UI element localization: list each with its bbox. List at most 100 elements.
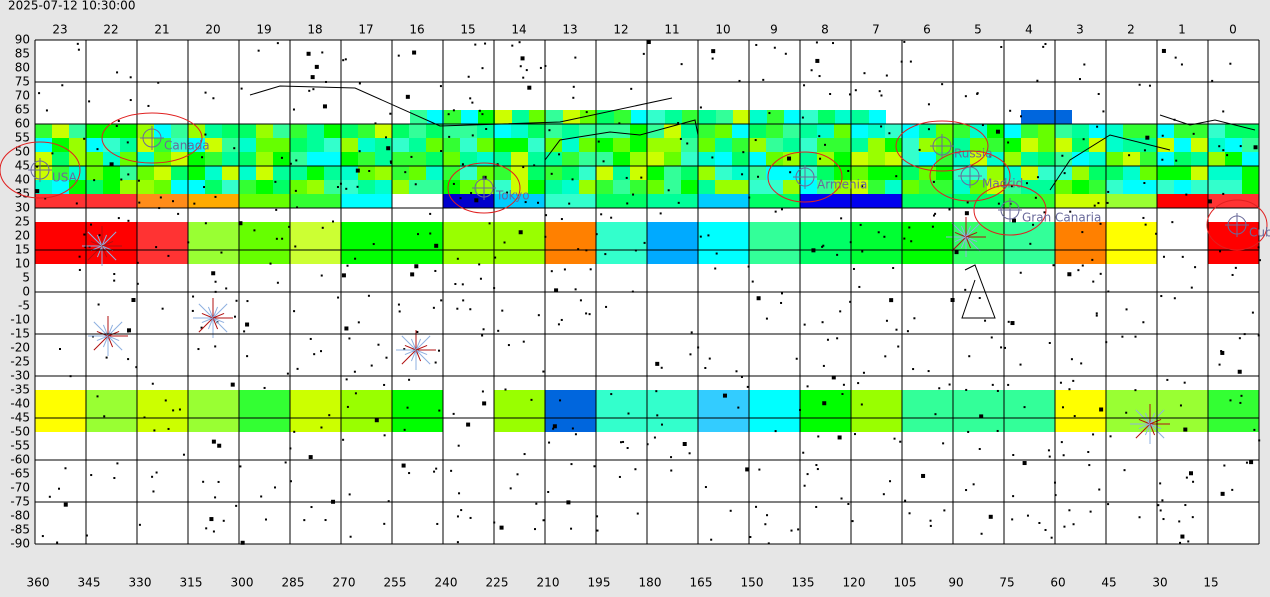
- heat-cell: [188, 124, 205, 138]
- star: [436, 522, 439, 525]
- heat-cell: [477, 138, 494, 152]
- star: [563, 268, 566, 271]
- star: [308, 455, 313, 460]
- star: [738, 79, 741, 82]
- heat-cell: [715, 152, 732, 166]
- heat-cell: [341, 138, 358, 152]
- heat-cell: [902, 194, 953, 208]
- lat-label: -30: [10, 369, 30, 383]
- heat-cell: [1174, 138, 1191, 152]
- heat-cell: [1225, 166, 1242, 180]
- star: [437, 349, 440, 352]
- star: [147, 104, 150, 107]
- constellation: [961, 264, 996, 319]
- heat-cell: [1191, 166, 1208, 180]
- heat-cell: [698, 138, 715, 152]
- heat-cell: [902, 390, 953, 432]
- heat-cell: [171, 166, 188, 180]
- heat-cell: [427, 110, 444, 124]
- heat-cell: [698, 222, 749, 264]
- heat-cell: [1106, 152, 1123, 166]
- heat-cell: [579, 138, 596, 152]
- heat-cell: [239, 390, 290, 432]
- star: [456, 257, 459, 260]
- heat-cell: [171, 124, 188, 138]
- heat-cell: [188, 194, 239, 208]
- heat-cell: [766, 152, 783, 166]
- heat-cell: [1106, 180, 1123, 194]
- star: [1161, 134, 1164, 137]
- heat-cell: [52, 166, 69, 180]
- star: [138, 523, 141, 526]
- star: [257, 49, 260, 52]
- star: [1220, 491, 1225, 496]
- star: [457, 444, 460, 447]
- star: [735, 370, 738, 373]
- star: [722, 393, 727, 398]
- heat-cell: [749, 180, 766, 194]
- heat-cell: [1191, 180, 1208, 194]
- star: [474, 43, 477, 46]
- heat-cell: [341, 166, 358, 180]
- heat-cell: [358, 180, 375, 194]
- star: [1143, 149, 1146, 152]
- heat-cell: [596, 222, 647, 264]
- heat-cell: [460, 124, 477, 138]
- star: [1000, 346, 1003, 349]
- heat-cell: [648, 110, 665, 124]
- lat-label: -15: [10, 327, 30, 341]
- star: [471, 134, 474, 137]
- heat-cell: [936, 152, 953, 166]
- star: [552, 427, 555, 430]
- bright-star-ray: [201, 317, 214, 324]
- bright-star-ray: [93, 335, 109, 351]
- star: [787, 156, 792, 161]
- star: [214, 195, 217, 198]
- heat-cell: [715, 180, 732, 194]
- star: [348, 337, 351, 340]
- bright-star-ray: [954, 236, 967, 243]
- heat-cell: [375, 180, 392, 194]
- heat-cell: [188, 180, 205, 194]
- star: [1067, 272, 1072, 277]
- star: [757, 175, 760, 178]
- star: [374, 122, 377, 125]
- star: [837, 435, 842, 440]
- star: [1145, 135, 1150, 140]
- heat-cell: [324, 152, 341, 166]
- bright-star-ray: [101, 234, 108, 247]
- hour-label: 7: [872, 23, 880, 37]
- star: [1107, 503, 1110, 506]
- star: [320, 350, 323, 353]
- star: [1222, 192, 1225, 195]
- star: [588, 313, 591, 316]
- star: [120, 178, 123, 181]
- star: [964, 288, 967, 291]
- heat-cell: [137, 194, 188, 208]
- heat-cell: [205, 180, 222, 194]
- heat-cell: [494, 166, 511, 180]
- star: [1081, 231, 1084, 234]
- star: [829, 93, 832, 96]
- heat-cell: [290, 194, 341, 208]
- heat-cell: [1157, 166, 1174, 180]
- heat-cell: [579, 180, 596, 194]
- star: [410, 272, 415, 277]
- star: [1092, 280, 1095, 283]
- heat-cell: [324, 180, 341, 194]
- star: [36, 165, 39, 168]
- heat-cell: [596, 138, 613, 152]
- star: [984, 319, 987, 322]
- star: [276, 281, 279, 284]
- star: [965, 388, 968, 391]
- star: [353, 370, 356, 373]
- heat-cell: [545, 390, 596, 432]
- heat-cell: [358, 138, 375, 152]
- star: [1161, 158, 1164, 161]
- heat-cell: [273, 124, 290, 138]
- star: [1144, 223, 1147, 226]
- heat-cell: [664, 152, 681, 166]
- star: [113, 273, 116, 276]
- heat-cell: [205, 152, 222, 166]
- heat-cell: [1174, 166, 1191, 180]
